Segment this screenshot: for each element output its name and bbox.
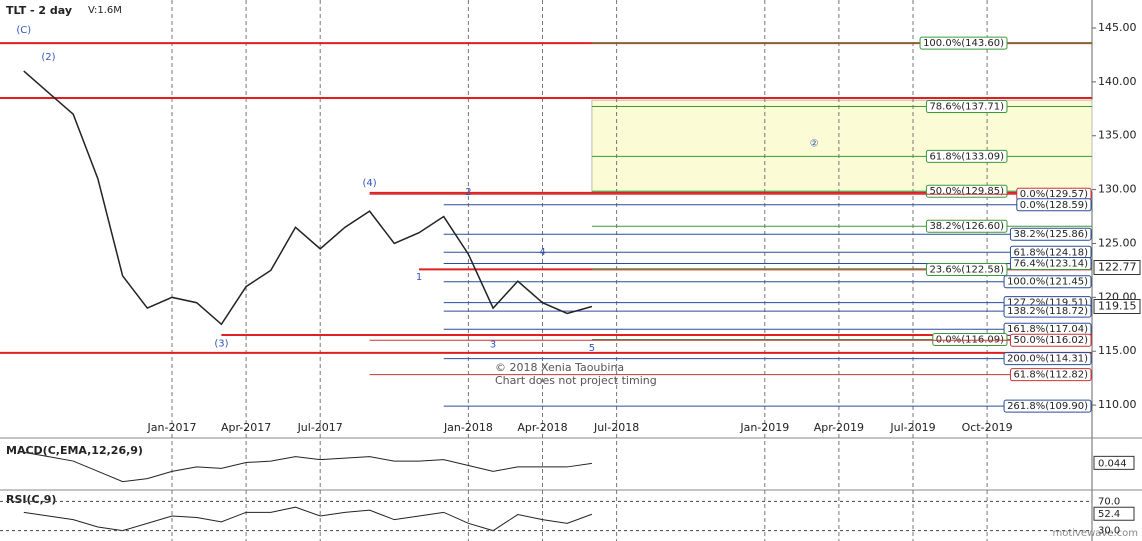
wave-label: 4 <box>539 247 545 258</box>
x-tick-label: Jan-2019 <box>739 421 789 434</box>
fib-label: 78.6%(137.71) <box>929 102 1004 113</box>
fib-label-box <box>1009 368 1092 382</box>
y-tick-label: 30.0 <box>1098 526 1120 537</box>
fib-label-box <box>1003 352 1092 366</box>
wave-label: 3 <box>490 340 496 351</box>
fib-label: 61.8%(124.18) <box>1013 247 1088 258</box>
fib-label-box <box>1016 198 1092 212</box>
fib-label: 61.8%(112.82) <box>1013 370 1088 381</box>
x-tick-label: Jul-2018 <box>593 421 639 434</box>
fib-label-box <box>919 36 1008 50</box>
fib-label: 138.2%(118.72) <box>1007 306 1088 317</box>
fib-label: 200.0%(114.31) <box>1007 354 1088 365</box>
wave-label: (C) <box>16 25 31 36</box>
fib-label-box <box>1003 399 1092 413</box>
price-marker <box>1093 259 1141 275</box>
x-tick-label: Jul-2019 <box>889 421 935 434</box>
fib-label: 61.8%(133.09) <box>929 151 1004 162</box>
x-tick-label: Jan-2017 <box>147 421 197 434</box>
x-tick-label: Jan-2018 <box>443 421 493 434</box>
chart-title: TLT - 2 day <box>6 4 72 17</box>
fib-label: 38.2%(125.86) <box>1013 229 1088 240</box>
wave-label: ② <box>810 138 819 149</box>
fib-label: 161.8%(117.04) <box>1007 324 1088 335</box>
y-tick-label: 110.00 <box>1098 398 1137 411</box>
note: Chart does not project timing <box>495 374 657 387</box>
price-marker <box>1093 298 1141 314</box>
y-tick-label: 140.00 <box>1098 75 1137 88</box>
fib-label: 23.6%(122.58) <box>929 265 1004 276</box>
x-tick-label: Jul-2017 <box>297 421 343 434</box>
fib-label-box <box>925 100 1008 114</box>
last-value-label: 0.044 <box>1098 458 1127 469</box>
x-tick-label: Oct-2019 <box>962 421 1013 434</box>
price-line <box>23 70 593 326</box>
y-tick-label: 70.0 <box>1098 496 1120 507</box>
x-tick-label: Apr-2018 <box>517 421 567 434</box>
fib-label-box <box>925 219 1008 233</box>
last-value-box <box>1093 506 1135 521</box>
fib-label: 0.0%(128.59) <box>1020 200 1088 211</box>
y-tick-label: 130.00 <box>1098 183 1137 196</box>
fib-label-box <box>932 332 1008 346</box>
wave-label: 1 <box>416 272 422 283</box>
y-tick-label: 135.00 <box>1098 129 1137 142</box>
y-tick-label: 115.00 <box>1098 344 1137 357</box>
copyright: © 2018 Xenia Taoubina <box>495 361 624 374</box>
wave-label: 2 <box>465 187 471 198</box>
wave-label: (2) <box>41 52 55 63</box>
fib-label: 127.2%(119.51) <box>1007 298 1088 309</box>
fib-label-box <box>1003 275 1092 289</box>
fib-label-box <box>1009 227 1092 241</box>
y-tick-label: 125.00 <box>1098 236 1137 249</box>
wave-label: (4) <box>363 178 377 189</box>
source: motivewave.com <box>1052 528 1138 539</box>
wave-label: 5 <box>589 343 595 354</box>
fib-label: 50.0%(129.85) <box>929 186 1004 197</box>
fib-label: 100.0%(143.60) <box>923 38 1004 49</box>
fib-label-box <box>1003 304 1092 318</box>
fib-label: 50.0%(116.02) <box>1013 335 1088 346</box>
x-tick-label: Apr-2017 <box>221 421 271 434</box>
fib-label-box <box>925 149 1008 163</box>
fib-label-box <box>925 263 1008 277</box>
rsi-line <box>23 506 593 532</box>
price-marker-label: 119.15 <box>1098 299 1137 312</box>
x-tick-label: Apr-2019 <box>814 421 864 434</box>
rsi-title: RSI(C,9) <box>6 493 56 506</box>
fib-label: 100.0%(121.45) <box>1007 277 1088 288</box>
fib-label: 261.8%(109.90) <box>1007 401 1088 412</box>
macd-title: MACD(C,EMA,12,26,9) <box>6 444 143 457</box>
target-zone <box>591 99 1093 192</box>
fib-label: 38.2%(126.60) <box>929 221 1004 232</box>
fib-label-box <box>1009 333 1092 347</box>
y-tick-label: 145.00 <box>1098 21 1137 34</box>
last-value-box <box>1093 455 1135 470</box>
fib-label: 76.4%(123.14) <box>1013 259 1088 270</box>
wave-label: (3) <box>214 339 228 350</box>
fib-label: 0.0%(129.57) <box>1020 189 1088 200</box>
volume-label: V:1.6M <box>88 5 122 16</box>
price-marker-label: 122.77 <box>1098 260 1137 273</box>
last-value-label: 52.4 <box>1098 509 1120 520</box>
macd-line <box>23 451 592 483</box>
